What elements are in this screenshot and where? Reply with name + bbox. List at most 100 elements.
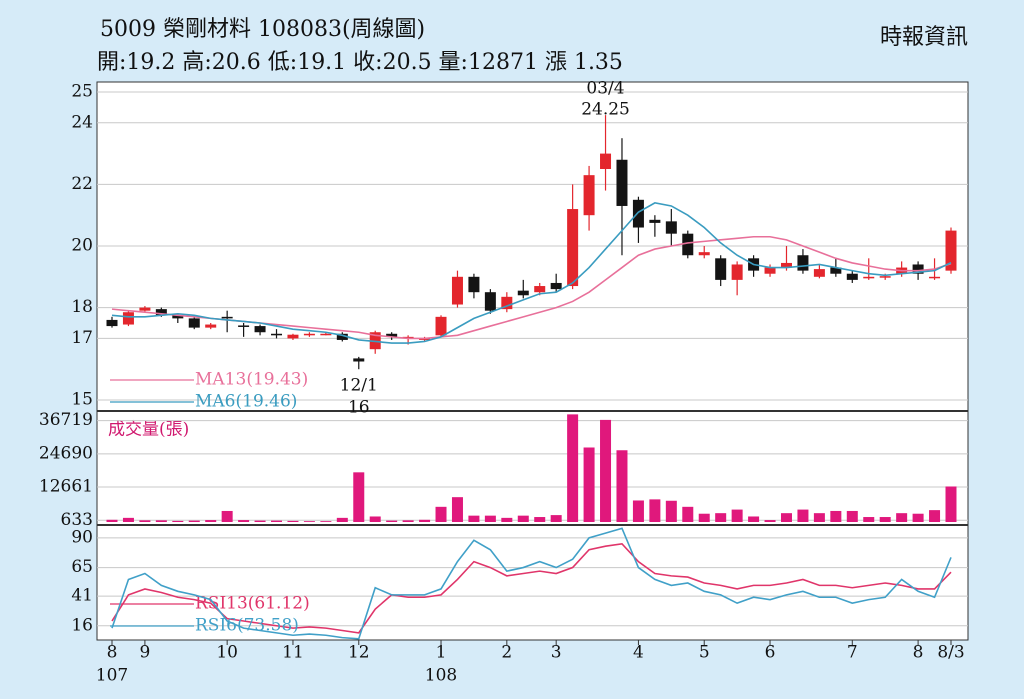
volume-bar	[386, 520, 398, 522]
volume-bar	[616, 450, 628, 522]
y-tick-label: 17	[71, 328, 93, 348]
y-tick-label: 12661	[39, 477, 93, 497]
x-sublabel: 107	[96, 666, 128, 686]
volume-bar	[419, 519, 431, 522]
x-sublabel: 108	[425, 666, 457, 686]
volume-bar	[221, 510, 233, 522]
quote-line: 開:19.2 高:20.6 低:19.1 收:20.5 量:12871 漲 1.…	[97, 50, 623, 75]
volume-bar	[945, 486, 957, 522]
volume-bar	[287, 520, 299, 522]
y-tick-label: 16	[71, 615, 93, 635]
candle-body	[172, 315, 184, 319]
candle-body	[501, 296, 513, 310]
candle-body	[830, 267, 842, 274]
y-tick-label: 24690	[39, 443, 93, 463]
volume-bar	[912, 513, 924, 522]
x-tick-label: 8/3	[937, 643, 964, 663]
volume-title: 成交量(張)	[108, 420, 189, 440]
candle-body	[484, 292, 496, 311]
y-tick-label: 20	[71, 236, 93, 256]
candle-body	[813, 269, 825, 277]
volume-bar	[896, 513, 908, 522]
y-tick-label: 65	[71, 557, 93, 577]
volume-bar	[879, 517, 891, 522]
volume-bar	[649, 499, 661, 522]
candle-body	[122, 312, 134, 325]
x-tick-label: 1	[436, 643, 447, 663]
volume-bar	[122, 517, 134, 522]
candle-body	[468, 276, 480, 293]
y-tick-label: 18	[71, 297, 93, 317]
volume-bar	[517, 515, 529, 522]
candle-body	[567, 209, 579, 287]
candle-body	[451, 276, 463, 305]
candle-body	[106, 319, 118, 327]
candle-body	[945, 230, 957, 271]
candle-body	[353, 358, 365, 362]
volume-bar	[271, 520, 283, 522]
volume-bar	[797, 509, 809, 522]
candle-body	[764, 267, 776, 274]
x-tick-label: 6	[765, 643, 776, 663]
candle-body	[221, 316, 233, 319]
volume-bar	[567, 414, 579, 522]
volume-bar	[139, 520, 151, 522]
candle-body	[534, 286, 546, 293]
x-tick-label: 10	[216, 643, 238, 663]
candle-body	[254, 326, 266, 333]
y-tick-label: 15	[71, 390, 93, 410]
x-tick-label: 8	[913, 643, 924, 663]
volume-bar	[929, 510, 941, 522]
volume-bar	[484, 515, 496, 522]
volume-bar	[205, 520, 217, 522]
candle-body	[550, 282, 562, 290]
volume-bar	[320, 521, 332, 522]
volume-bar	[468, 515, 480, 522]
candle-body	[139, 307, 151, 311]
x-tick-label: 9	[139, 643, 150, 663]
x-tick-label: 7	[847, 643, 858, 663]
volume-bar	[600, 419, 612, 522]
x-tick-label: 2	[501, 643, 512, 663]
volume-bar	[238, 520, 250, 522]
legend-label: RSI13(61.12)	[195, 594, 310, 614]
legend-label: RSI6(73.58)	[195, 616, 299, 636]
volume-bar	[451, 497, 463, 522]
candle-body	[797, 255, 809, 271]
plot-frame	[96, 81, 969, 641]
y-tick-label: 41	[71, 586, 93, 606]
volume-bar	[764, 520, 776, 522]
volume-bar	[188, 520, 200, 522]
candle-body	[517, 290, 529, 296]
volume-bar	[780, 513, 792, 522]
y-tick-label: 90	[71, 527, 93, 547]
x-tick-label: 11	[282, 643, 304, 663]
volume-bar	[846, 510, 858, 522]
chart-title: 5009 榮剛材料 108083(周線圖)	[100, 17, 425, 42]
candle-body	[188, 318, 200, 328]
annotation-date: 03/4	[586, 79, 624, 99]
legend-label: MA13(19.43)	[195, 370, 308, 390]
candle-body	[929, 276, 941, 279]
volume-bar	[172, 520, 184, 522]
y-tick-label: 633	[61, 510, 93, 530]
candle-body	[682, 233, 694, 256]
annotation-value: 24.25	[581, 100, 630, 120]
volume-bar	[698, 513, 710, 522]
source: 時報資訊	[880, 25, 968, 50]
x-tick-label: 4	[633, 643, 644, 663]
candle-body	[238, 325, 250, 327]
candle-body	[336, 333, 348, 340]
candle-body	[303, 333, 315, 336]
series-line	[111, 542, 952, 634]
volume-bar	[863, 517, 875, 522]
x-tick-label: 8	[107, 643, 118, 663]
y-tick-label: 36719	[39, 410, 93, 430]
series-line	[111, 202, 952, 344]
volume-bar	[632, 500, 644, 522]
volume-bar	[106, 519, 118, 522]
candle-body	[271, 333, 283, 336]
candle-body	[600, 153, 612, 169]
volume-bar	[534, 517, 546, 522]
